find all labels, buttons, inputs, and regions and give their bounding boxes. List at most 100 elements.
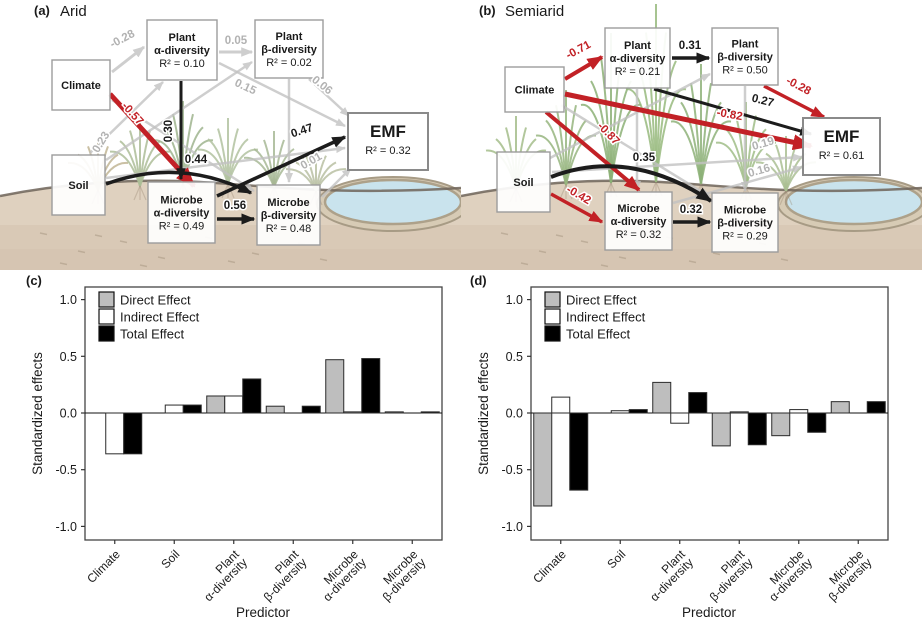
sem-box-label-soil: Soil: [513, 177, 533, 189]
sem-path-climate-to-plant_alpha: [563, 55, 604, 81]
sem-box-label-microbe_beta: β-diversity: [717, 218, 774, 230]
bars: [105, 358, 440, 455]
sem-box-label-plant_beta: β-diversity: [261, 44, 318, 56]
x-tick-label: Soil: [158, 547, 182, 571]
legend-swatch-2: [544, 325, 561, 342]
panel-title: Arid: [60, 3, 87, 20]
bar-total-effect-1: [628, 409, 648, 414]
barchart-arid: 1.0 0.5 0.0 -0.5 -1.0 Climate Soil Plantα-diver…: [26, 273, 443, 620]
bar-indirect-effect-1: [164, 404, 184, 414]
y-axis: 1.0 0.5 0.0 -0.5 -1.0: [55, 293, 85, 534]
sem-box-label-plant_beta: Plant: [732, 39, 759, 51]
sem-box-r2-plant_alpha: R² = 0.21: [615, 66, 661, 78]
bar-indirect-effect-1: [610, 410, 630, 414]
bar-direct-effect-2: [652, 381, 672, 414]
sem-path-climate-to-microbe_alpha: [544, 110, 641, 192]
bar-direct-effect-3: [265, 405, 285, 414]
sem-path-soil-to-plant_alpha: [89, 81, 164, 154]
sem-box-label-soil: Soil: [68, 180, 88, 192]
x-tick-label: Plantβ-diversity: [253, 547, 310, 604]
sem-coef-plant_beta-to-emf: -0.28: [784, 75, 813, 98]
panel-tag: (b): [479, 3, 496, 18]
x-tick-label: Microbeα-diversity: [758, 547, 815, 604]
sem-coef-climate-to-plant_alpha: -0.28: [108, 28, 137, 51]
sem-box-r2-emf: R² = 0.32: [365, 145, 411, 157]
x-tick-label: Plantα-diversity: [193, 547, 250, 604]
sem-path-climate-to-microbe_beta: [560, 103, 711, 199]
sem-box-label-climate: Climate: [61, 80, 101, 92]
sem-box-label-microbe_beta: Microbe: [267, 197, 309, 209]
sem-coef-plant_beta-to-emf: 0.06: [309, 74, 334, 97]
legend-swatch-0: [544, 291, 561, 308]
panel-tag: (c): [26, 273, 42, 288]
sem-box-r2-microbe_beta: R² = 0.29: [722, 231, 768, 243]
bar-total-effect-4: [361, 358, 381, 414]
sem-coef-plant_alpha-to-emf: 0.27: [750, 93, 775, 110]
bar-total-effect-5: [866, 401, 886, 414]
sem-path-microbe_beta-to-emf: [321, 167, 352, 198]
sem-coef-soil-to-microbe_beta: 0.44: [185, 154, 208, 166]
pond-illustration: [316, 176, 461, 232]
sem-coef-plant_alpha-to-plant_beta: 0.31: [679, 40, 702, 52]
barchart-semiarid: 1.0 0.5 0.0 -0.5 -1.0 Climate Soil Plantα-diver…: [470, 273, 889, 620]
sem-box-r2-plant_alpha: R² = 0.10: [159, 58, 205, 70]
y-tick-label: 1.0: [506, 293, 523, 307]
legend-swatch-0: [98, 291, 115, 308]
bar-direct-effect-4: [771, 412, 791, 437]
bar-total-effect-1: [182, 404, 202, 414]
x-axis-title: Predictor: [236, 605, 291, 620]
sem-box-soil: Soil: [51, 154, 106, 216]
x-tick-label: Microbeα-diversity: [312, 547, 369, 604]
sem-box-r2-plant_beta: R² = 0.02: [266, 57, 312, 69]
sem-box-emf: EMF R² = 0.61: [802, 117, 881, 176]
bar-total-effect-5: [420, 411, 440, 414]
sem-path-soil-to-microbe_beta: [105, 170, 253, 195]
y-tick-label: -0.5: [55, 463, 77, 477]
y-tick-label: -1.0: [501, 520, 523, 534]
sem-box-label-microbe_alpha: α-diversity: [611, 216, 668, 228]
sem-box-r2-microbe_beta: R² = 0.48: [266, 223, 312, 235]
sem-path-climate-to-plant_alpha: [111, 45, 145, 74]
panel-title: Semiarid: [505, 3, 564, 20]
sem-box-emf: EMF R² = 0.32: [347, 112, 429, 171]
sem-box-r2-microbe_alpha: R² = 0.49: [159, 221, 205, 233]
y-axis-title: Standardized effects: [476, 352, 491, 475]
legend: Direct Effect Indirect Effect Total Effect: [98, 291, 200, 342]
sem-path-soil-to-plant_beta: [105, 60, 253, 162]
sem-box-r2-microbe_alpha: R² = 0.32: [616, 229, 662, 241]
y-axis-title: Standardized effects: [30, 352, 45, 475]
bar-indirect-effect-4: [789, 409, 809, 414]
sem-path-soil-to-plant_beta: [549, 72, 711, 160]
legend-swatch-2: [98, 325, 115, 342]
bar-total-effect-2: [688, 392, 708, 414]
y-tick-label: 0.5: [506, 350, 523, 364]
sem-coef-microbe_alpha-to-microbe_beta: 0.56: [224, 200, 246, 212]
sem-coef-plant_alpha-to-plant_beta: 0.05: [225, 35, 248, 47]
sem-path-soil-to-emf: [551, 153, 803, 174]
x-tick-label: Soil: [604, 547, 628, 571]
bar-total-effect-3: [301, 405, 321, 414]
y-tick-label: 0.0: [60, 407, 77, 421]
sem-box-label-emf: EMF: [370, 122, 406, 141]
sem-box-label-plant_alpha: α-diversity: [154, 45, 211, 57]
bar-indirect-effect-0: [105, 412, 125, 455]
sem-box-climate: Climate: [504, 66, 565, 113]
legend-swatch-1: [544, 308, 561, 325]
sem-path-plant_alpha-to-emf: [653, 87, 813, 136]
x-tick-label: Plantα-diversity: [639, 547, 696, 604]
sem-box-label-plant_beta: β-diversity: [717, 52, 774, 64]
bar-direct-effect-2: [206, 395, 226, 414]
sem-box-label-plant_alpha: Plant: [169, 32, 196, 44]
sem-path-soil-to-microbe_alpha: [550, 192, 604, 224]
sem-arrows: [544, 52, 826, 228]
x-tick-label: Microbeβ-diversity: [372, 547, 429, 604]
